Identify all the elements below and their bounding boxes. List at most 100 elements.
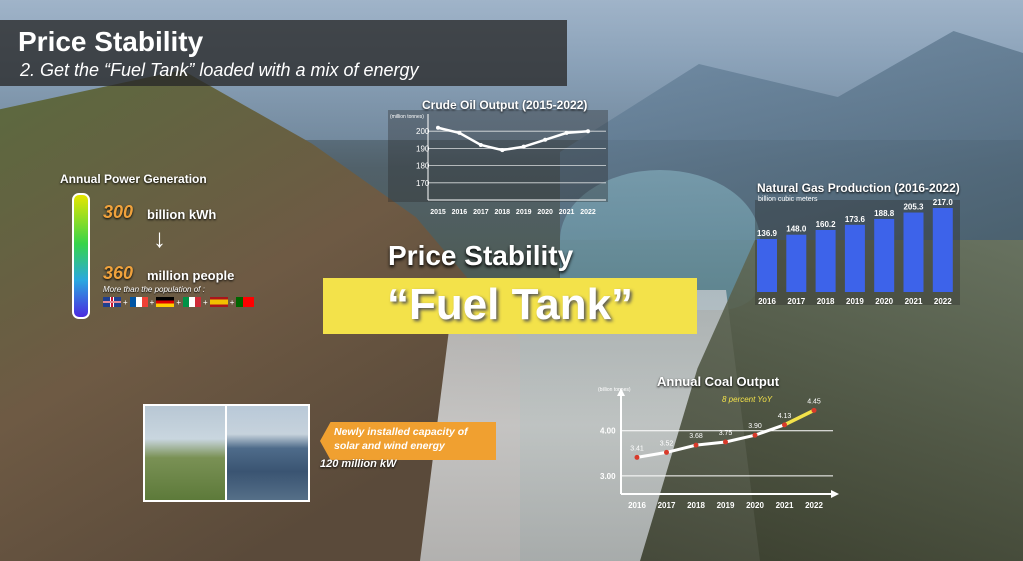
oil-ytick: 190 (416, 144, 430, 153)
gas-xtick: 2022 (934, 297, 952, 306)
gas-xtick: 2018 (817, 297, 835, 306)
renewables-text: Newly installed capacity of solar and wi… (334, 426, 468, 452)
oil-xtick: 2017 (473, 209, 489, 216)
coal-value-label: 3.52 (660, 440, 674, 447)
coal-point (664, 449, 669, 455)
coal-series-line (636, 423, 785, 459)
oil-point (478, 142, 483, 147)
coal-ytick: 3.00 (600, 472, 616, 481)
coal-xtick: 2021 (776, 501, 794, 510)
coal-point (811, 407, 817, 413)
plus-sign: + (149, 297, 155, 307)
oil-ytick: 180 (416, 162, 430, 171)
renewables-callout (320, 422, 496, 460)
gas-chart-title: Natural Gas Production (2016-2022) (757, 181, 960, 195)
gas-value-label: 160.2 (816, 220, 837, 229)
oil-chart-ylabel: (million tonnes) (390, 114, 424, 120)
coal-value-label: 3.68 (689, 433, 703, 440)
power-title: Annual Power Generation (60, 172, 207, 186)
fuel-tank-banner: “Fuel Tank” (323, 278, 697, 334)
coal-annotation: 8 percent YoY (722, 395, 773, 404)
gas-bar (815, 229, 836, 292)
oil-series-line (437, 126, 589, 152)
oil-point (457, 130, 462, 135)
people-unit: million people (147, 268, 235, 283)
plus-sign: + (123, 297, 128, 307)
population-note: More than the population of : (103, 285, 205, 294)
fuel-tank-text: “Fuel Tank” (386, 280, 634, 329)
oil-ytick: 200 (416, 127, 430, 136)
gas-chart-ylabel: billion cubic meters (758, 196, 818, 203)
gas-bar (757, 239, 777, 292)
title-bar: Price Stability 2. Get the “Fuel Tank” l… (0, 20, 567, 86)
gas-bar (844, 224, 865, 292)
coal-point (782, 422, 787, 428)
coal-xtick: 2020 (746, 501, 764, 510)
coal-value-label: 3.75 (719, 430, 733, 437)
plus-sign: + (203, 297, 208, 307)
coal-value-label: 4.13 (778, 413, 792, 420)
wind-turbine-photo (145, 406, 225, 500)
gas-xtick: 2020 (875, 297, 893, 306)
coal-point (693, 442, 699, 448)
gas-xtick: 2021 (905, 297, 923, 306)
oil-xtick: 2022 (580, 209, 596, 216)
gas-bar (786, 234, 807, 292)
oil-ytick: 170 (416, 179, 430, 188)
coal-chart-ylabel: (billion tonnes) (598, 387, 631, 393)
oil-xtick: 2016 (452, 209, 468, 216)
gas-bar (903, 212, 924, 292)
oil-point (436, 125, 440, 130)
gas-xtick: 2016 (758, 297, 776, 306)
gas-value-label: 136.9 (757, 229, 778, 238)
oil-xtick: 2018 (494, 209, 510, 216)
oil-xtick: 2020 (537, 209, 553, 216)
renewables-photo (143, 404, 310, 502)
thermometer-icon (72, 193, 90, 319)
coal-point (723, 439, 728, 445)
coal-xtick: 2022 (805, 501, 823, 510)
gas-xtick: 2017 (787, 297, 805, 306)
power-value: 300 (103, 202, 134, 222)
oil-xtick: 2019 (516, 209, 532, 216)
gas-value-label: 205.3 (903, 203, 924, 212)
coal-ytick: 4.00 (600, 427, 616, 436)
coal-value-label: 3.90 (748, 423, 762, 430)
oil-point (521, 144, 526, 149)
italy-flag-icon (183, 297, 202, 307)
solar-panel-photo (227, 406, 308, 500)
flag-row: + + + + + (103, 297, 255, 307)
oil-chart-title: Crude Oil Output (2015-2022) (422, 98, 588, 112)
coal-growth-segment (783, 408, 815, 427)
coal-xtick: 2018 (687, 501, 705, 510)
portugal-flag-icon (236, 297, 255, 307)
gas-xtick: 2019 (846, 297, 864, 306)
page-subtitle: 2. Get the “Fuel Tank” loaded with a mix… (20, 60, 419, 80)
center-title: Price Stability (388, 240, 574, 271)
gas-value-label: 148.0 (786, 225, 807, 234)
coal-xtick: 2017 (658, 501, 676, 510)
page-title: Price Stability (18, 26, 204, 57)
people-value: 360 (103, 263, 134, 283)
coal-value-label: 3.41 (630, 445, 644, 452)
gas-value-label: 217.0 (933, 198, 954, 207)
oil-chart-panel (388, 110, 608, 202)
coal-xaxis-arrow (831, 490, 839, 498)
arrow-down-icon: ↓ (153, 223, 166, 253)
gas-bar (874, 218, 895, 292)
oil-point (564, 130, 569, 135)
gas-bar (932, 208, 953, 292)
coal-chart-title: Annual Coal Output (657, 374, 780, 389)
plus-sign: + (176, 297, 182, 307)
coal-xtick: 2016 (628, 501, 646, 510)
uk-flag-icon (103, 297, 121, 307)
germany-flag-icon (156, 297, 175, 307)
power-unit: billion kWh (147, 207, 217, 222)
coal-point (634, 454, 640, 460)
renewables-capacity: 120 million kW (320, 458, 397, 470)
oil-point (543, 137, 548, 142)
